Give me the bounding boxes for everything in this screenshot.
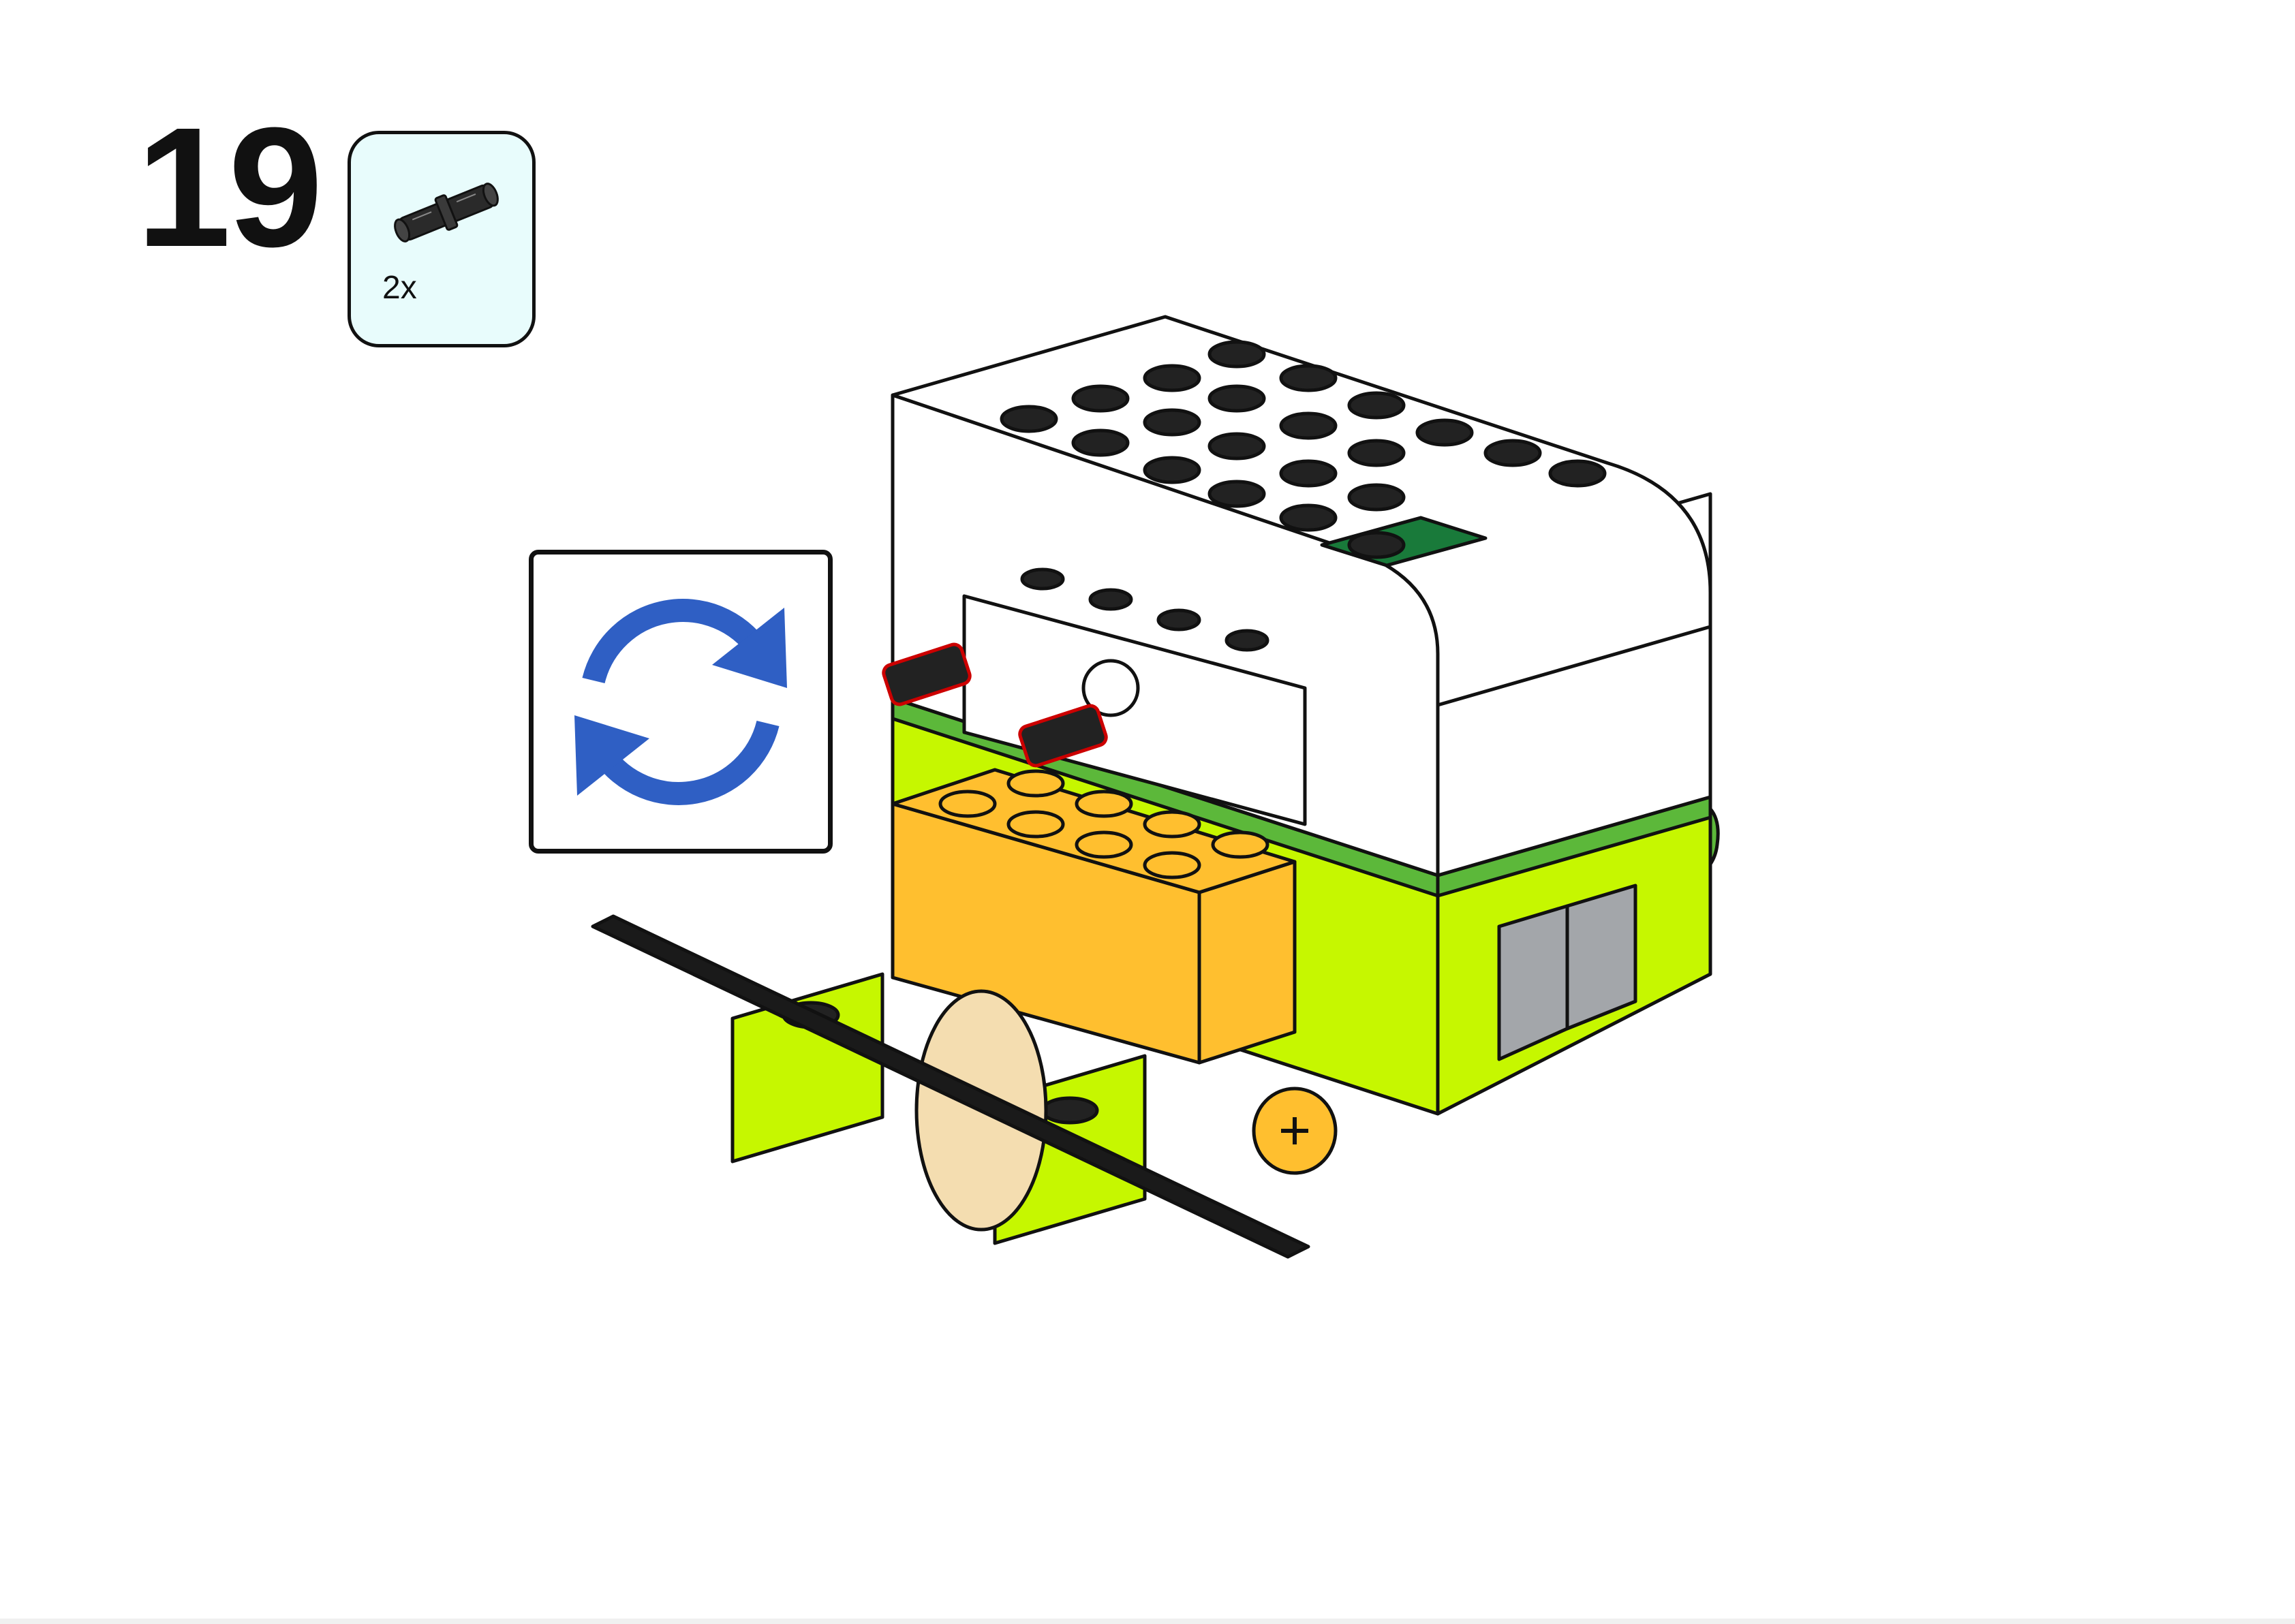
hub-studs (1000, 340, 1607, 559)
white-technic-beam (962, 567, 1307, 826)
black-axle (591, 914, 1310, 1259)
rotate-arrows-icon (574, 599, 787, 805)
step-number: 19 (136, 92, 323, 282)
yellow-bush (1252, 1087, 1338, 1175)
rotate-callout (529, 550, 833, 854)
model-illustration (591, 315, 1720, 1259)
part-quantity: 2x (382, 270, 417, 306)
parts-callout: 2x (348, 131, 536, 347)
page-bottom-border (0, 1619, 2295, 1624)
red-highlighted-pins (882, 642, 1108, 768)
black-friction-pin-icon (394, 183, 499, 243)
